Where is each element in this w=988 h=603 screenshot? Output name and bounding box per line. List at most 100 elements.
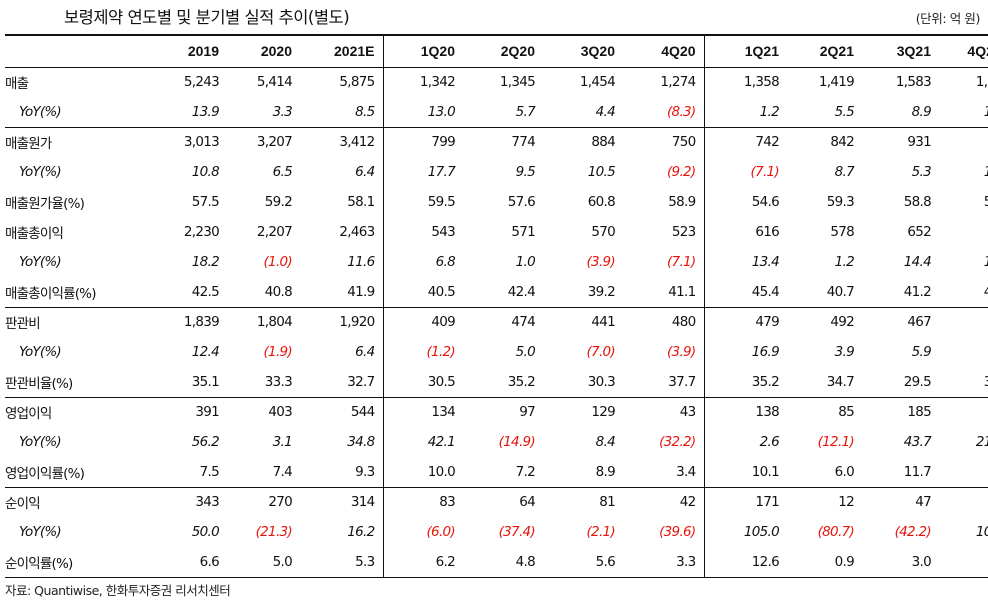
value-cell: 1,419 xyxy=(818,74,855,91)
value-cell: 10.8 xyxy=(191,164,220,180)
value-cell: 5,414 xyxy=(256,74,293,91)
value-cell: 41.2 xyxy=(903,283,932,300)
value-cell: 5.9 xyxy=(911,344,932,360)
value-cell: (21.3) xyxy=(255,524,293,540)
value-cell: 652 xyxy=(907,224,931,240)
value-cell: 7.4 xyxy=(272,463,293,480)
yoy-row: YoY(%) 18.2 (1.0) 11.6 6.8 1.0 (3.9) (7.1) 13.4 1… xyxy=(5,247,988,277)
value-cell: 18.0 xyxy=(939,247,988,277)
value-cell: 54.6 xyxy=(703,187,787,217)
value-cell: 7.5 xyxy=(199,463,220,480)
value-cell: 1,342 xyxy=(382,67,463,97)
table-row: 매출총이익률(%) 42.5 40.8 41.9 40.5 42.4 39.2 41.1 45.… xyxy=(5,277,988,307)
value-cell: 403 xyxy=(227,396,300,427)
value-cell: 19.6 xyxy=(939,157,988,187)
row-label: YoY(%) xyxy=(19,524,62,540)
value-cell: (9.2) xyxy=(666,164,696,180)
value-cell: (1.0) xyxy=(263,254,292,270)
value-cell: 8.9 xyxy=(595,463,616,480)
value-cell: 40.8 xyxy=(264,283,293,300)
value-cell: 467 xyxy=(862,306,939,337)
value-cell: 5.0 xyxy=(515,344,536,360)
table-row: 판관비1,8391,8041,9204094744414804794924674… xyxy=(5,306,988,337)
source-note: 자료: Quantiwise, 한화투자증권 리서치센터 xyxy=(5,583,231,598)
yoy-row: YoY(%) 56.2 3.1 34.8 42.1 (14.9) 8.4 (32.2) 2.6 (… xyxy=(5,427,988,457)
value-cell: (8.3) xyxy=(666,103,696,120)
value-cell: 571 xyxy=(511,224,535,240)
value-cell: 774 xyxy=(463,126,543,157)
value-cell: 12.4 xyxy=(191,344,220,360)
value-cell: 5.3 xyxy=(911,164,932,180)
row-label: 매출원가 xyxy=(5,126,152,157)
value-cell: 50.0 xyxy=(191,524,220,540)
value-cell: 884 xyxy=(543,126,623,157)
value-cell: (14.9) xyxy=(498,434,536,450)
value-cell: 842 xyxy=(787,126,862,157)
value-cell: 40.7 xyxy=(826,283,855,300)
column-header: 2019 xyxy=(152,34,227,68)
value-cell: 58.9 xyxy=(668,194,696,210)
value-cell: 3.9 xyxy=(834,344,855,360)
value-cell: 18.2 xyxy=(191,254,220,270)
value-cell: 5,243 xyxy=(183,74,220,91)
value-cell: 1,515 xyxy=(975,74,988,91)
table-title: 보령제약 연도별 및 분기별 실적 추이(별도) xyxy=(64,8,350,27)
value-cell: 13.4 xyxy=(703,247,787,277)
value-cell: 43 xyxy=(623,396,704,427)
value-cell: 60.8 xyxy=(587,194,616,210)
value-cell: 1,839 xyxy=(152,306,227,337)
value-cell: 58.8 xyxy=(903,194,932,210)
value-cell: 56.2 xyxy=(191,434,220,450)
value-cell: 57.5 xyxy=(191,194,220,210)
value-cell: 136 xyxy=(939,396,988,427)
value-cell: 83 xyxy=(382,486,463,517)
value-cell: 480 xyxy=(623,306,704,337)
value-cell: 799 xyxy=(382,126,463,157)
value-cell: 5,875 xyxy=(339,74,375,91)
value-cell: 42 xyxy=(623,486,704,517)
value-cell: 897 xyxy=(939,126,988,157)
table-row: 영업이익률(%) 7.5 7.4 9.3 10.0 7.2 8.9 3.4 10.1 6.0 11.… xyxy=(5,457,988,487)
value-cell: 618 xyxy=(939,217,988,247)
value-cell: 10.5 xyxy=(587,164,616,180)
column-header: 2Q21 xyxy=(787,34,862,68)
row-label: 순이익 xyxy=(5,486,152,517)
value-cell: 41.1 xyxy=(668,283,696,300)
value-cell: (39.6) xyxy=(659,524,696,540)
value-cell: 34.8 xyxy=(347,434,375,450)
value-cell: 134 xyxy=(382,396,463,427)
value-cell: 5.7 xyxy=(515,103,536,120)
column-header: 3Q21 xyxy=(862,34,939,68)
value-cell: 47 xyxy=(862,486,939,517)
value-cell: 479 xyxy=(703,306,787,337)
value-cell: 30.5 xyxy=(382,367,463,397)
column-header: 4Q20 xyxy=(623,34,704,68)
value-cell: 343 xyxy=(152,486,227,517)
value-cell: 6.4 xyxy=(355,344,375,360)
value-cell: 10.0 xyxy=(382,457,463,487)
value-cell: 3.4 xyxy=(676,463,696,480)
value-cell: 30.3 xyxy=(587,373,616,390)
value-cell: 6.0 xyxy=(834,463,855,480)
row-label: 영업이익률(%) xyxy=(5,465,85,482)
value-cell: 270 xyxy=(227,486,300,517)
yoy-row: YoY(%) 13.9 3.3 8.5 13.0 5.7 4.4 (8.3) 1.2 5.5 8.9… xyxy=(5,97,988,127)
value-cell: 6.6 xyxy=(152,547,227,578)
row-label: 영업이익 xyxy=(5,396,152,427)
value-cell: 14.4 xyxy=(903,254,932,270)
value-cell: 750 xyxy=(623,126,704,157)
row-label: YoY(%) xyxy=(19,434,62,450)
value-cell: 57.6 xyxy=(507,194,536,210)
value-cell: 5.5 xyxy=(834,103,855,120)
column-header: 1Q20 xyxy=(382,34,463,68)
value-cell: 2,207 xyxy=(256,224,293,240)
value-cell: 32.7 xyxy=(347,373,375,390)
value-cell: 492 xyxy=(787,306,862,337)
row-label: 매출 xyxy=(5,76,29,93)
value-cell: 1,358 xyxy=(703,67,787,97)
row-label: YoY(%) xyxy=(19,164,62,180)
value-cell: 213.2 xyxy=(975,434,988,450)
value-cell: 3.0 xyxy=(862,547,939,578)
value-cell: 59.5 xyxy=(382,187,463,217)
row-label: 판관비 xyxy=(5,306,152,337)
